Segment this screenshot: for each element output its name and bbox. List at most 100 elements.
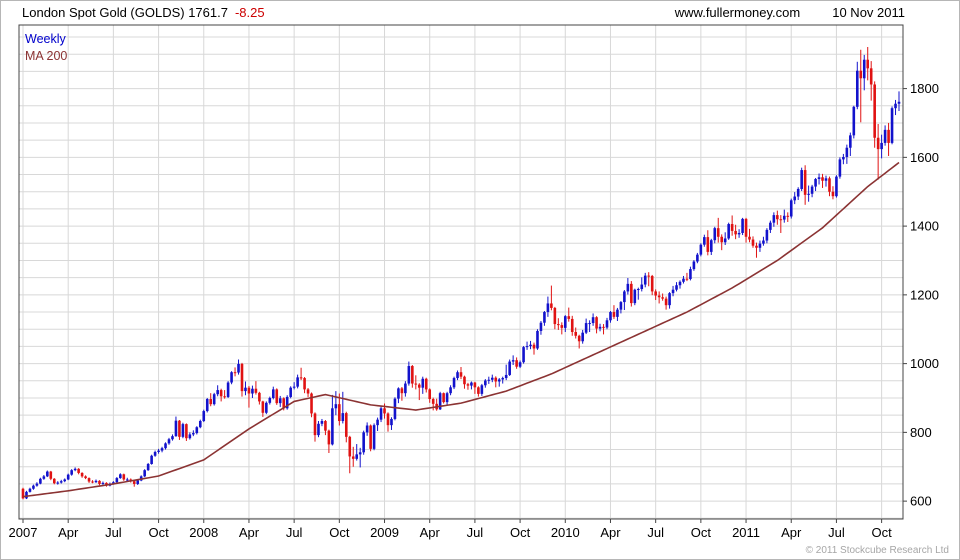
candle-body bbox=[588, 323, 591, 325]
candle-body bbox=[755, 245, 758, 248]
candle-body bbox=[431, 399, 435, 404]
candle-body bbox=[744, 218, 748, 237]
candle-body bbox=[647, 275, 651, 277]
candle-body bbox=[52, 478, 56, 484]
candle-body bbox=[696, 254, 699, 262]
candle-body bbox=[563, 316, 567, 328]
candle-body bbox=[449, 387, 452, 394]
x-axis-label: 2009 bbox=[370, 525, 399, 540]
candle-body bbox=[456, 372, 459, 379]
candle-body bbox=[463, 376, 466, 385]
candle-body bbox=[258, 392, 261, 402]
candle-body bbox=[880, 142, 883, 150]
x-axis-label: Oct bbox=[872, 525, 893, 540]
candle-body bbox=[511, 360, 515, 362]
candle-body bbox=[849, 135, 852, 148]
plot-border bbox=[18, 24, 904, 520]
candle-body bbox=[414, 383, 418, 385]
candle-body bbox=[859, 70, 863, 79]
candle-body bbox=[473, 382, 477, 388]
y-axis-label: 600 bbox=[910, 494, 932, 509]
candle-body bbox=[678, 281, 682, 286]
candle-body bbox=[223, 396, 226, 398]
candle-body bbox=[317, 423, 320, 436]
candle-body bbox=[643, 275, 647, 285]
candle-body bbox=[852, 106, 856, 136]
candle-body bbox=[303, 378, 306, 390]
candle-body bbox=[459, 372, 463, 377]
candle-body bbox=[668, 293, 671, 306]
candle-body bbox=[157, 450, 160, 452]
x-axis-label: Apr bbox=[781, 525, 802, 540]
candle-body bbox=[640, 284, 644, 290]
candle-body bbox=[779, 219, 783, 221]
x-axis-label: Apr bbox=[600, 525, 621, 540]
candle-body bbox=[348, 436, 352, 457]
candle-body bbox=[42, 476, 46, 479]
candle-body bbox=[205, 399, 209, 412]
candle-body bbox=[581, 332, 584, 342]
candle-body bbox=[376, 419, 379, 426]
candle-body bbox=[216, 390, 219, 395]
candle-body bbox=[59, 481, 63, 483]
candle-body bbox=[682, 278, 685, 282]
candle-body bbox=[25, 491, 28, 499]
candle-body bbox=[692, 261, 696, 270]
candle-body bbox=[776, 215, 779, 220]
candle-body bbox=[838, 159, 842, 177]
candle-body bbox=[132, 481, 136, 484]
candle-body bbox=[167, 439, 171, 444]
candle-body bbox=[703, 237, 706, 245]
candle-body bbox=[758, 243, 762, 248]
candle-body bbox=[803, 170, 807, 195]
candle-body bbox=[536, 330, 539, 349]
candle-body bbox=[699, 244, 703, 255]
candle-body bbox=[612, 312, 616, 317]
candle-body bbox=[817, 177, 821, 180]
candle-body bbox=[546, 303, 550, 313]
candle-body bbox=[842, 157, 845, 160]
x-axis-label: Jul bbox=[467, 525, 484, 540]
candle-body bbox=[417, 384, 421, 388]
timeframe-label: Weekly bbox=[25, 32, 66, 46]
y-axis-label: 1600 bbox=[910, 150, 939, 165]
candle-body bbox=[494, 377, 498, 382]
price-change: -8.25 bbox=[234, 5, 265, 20]
candle-body bbox=[404, 383, 407, 394]
x-axis-label: Oct bbox=[329, 525, 350, 540]
candle-body bbox=[845, 147, 849, 158]
candle-body bbox=[543, 312, 546, 323]
candle-body bbox=[171, 436, 174, 440]
candle-body bbox=[271, 389, 275, 398]
candle-body bbox=[119, 474, 122, 479]
candle-body bbox=[630, 283, 633, 304]
candle-body bbox=[636, 289, 640, 291]
candle-body bbox=[341, 413, 345, 422]
candle-body bbox=[334, 404, 338, 409]
candle-body bbox=[671, 289, 675, 294]
candle-body bbox=[661, 297, 664, 299]
candle-body bbox=[424, 378, 428, 390]
candle-body bbox=[233, 372, 237, 374]
candle-body bbox=[351, 456, 355, 459]
candle-body bbox=[49, 471, 53, 479]
candle-body bbox=[605, 320, 609, 328]
candle-body bbox=[66, 474, 70, 480]
candle-body bbox=[567, 316, 571, 319]
candle-body bbox=[814, 179, 817, 187]
candle-body bbox=[477, 387, 480, 394]
candle-body bbox=[737, 232, 741, 235]
candle-body bbox=[35, 483, 39, 486]
candle-body bbox=[595, 317, 598, 329]
candle-body bbox=[890, 108, 894, 143]
candle-body bbox=[407, 366, 411, 384]
chart-legend: Weekly MA 200 bbox=[25, 31, 67, 65]
candle-body bbox=[112, 482, 115, 484]
y-axis-label: 1800 bbox=[910, 81, 939, 96]
x-axis-label: Apr bbox=[420, 525, 441, 540]
x-axis-label: Jul bbox=[647, 525, 664, 540]
candle-body bbox=[782, 215, 786, 220]
candle-body bbox=[362, 432, 365, 453]
candle-body bbox=[786, 215, 790, 217]
